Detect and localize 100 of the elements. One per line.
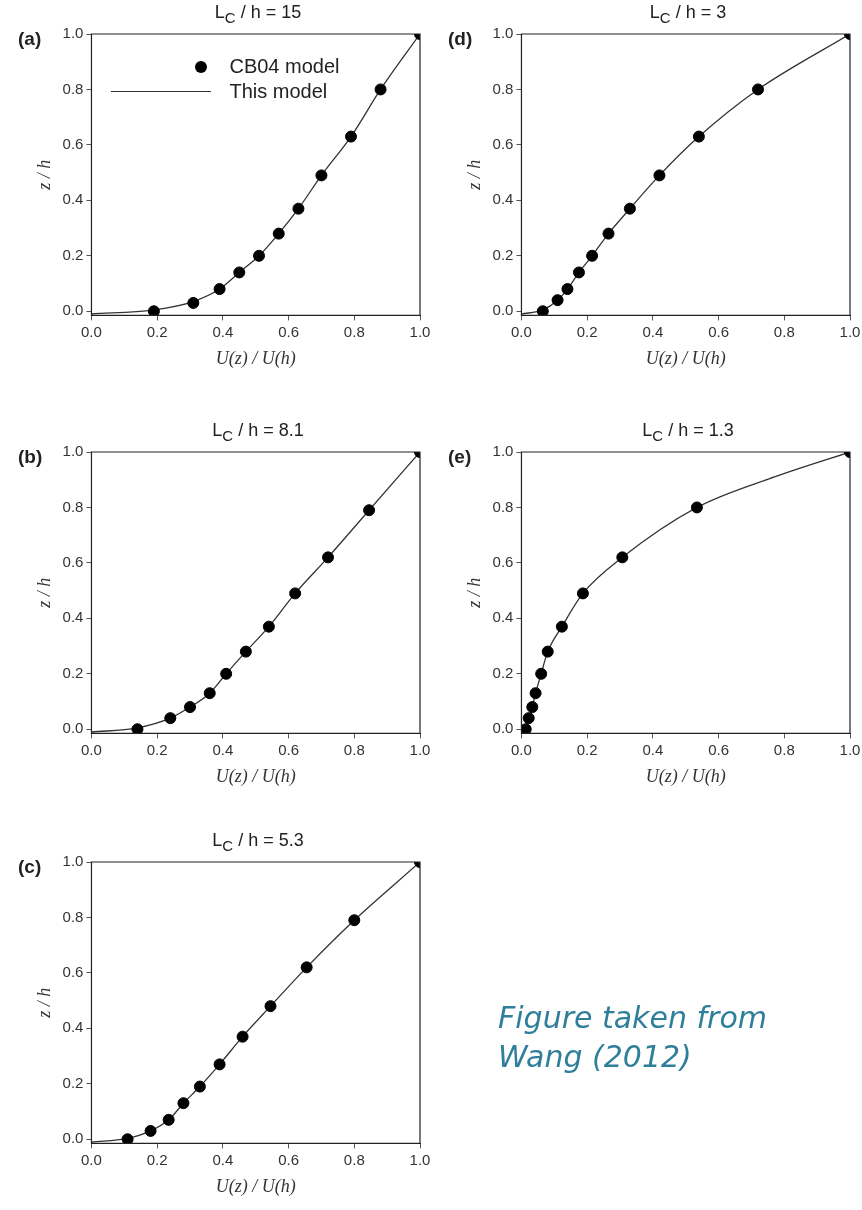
y-tick-label: 0.4: [62, 608, 84, 626]
point: [529, 687, 542, 700]
y-tick-label: 0.0: [492, 719, 514, 737]
point: [300, 961, 313, 974]
point: [236, 1030, 249, 1043]
x-tick-label: 0.0: [511, 740, 532, 758]
line-series: [521, 34, 850, 315]
text: Figure taken from Wang (2012): [498, 999, 768, 1076]
x-tick-label: 1.0: [409, 322, 431, 340]
chart-title: L$_{C}$ / h = 5.3: [211, 830, 305, 854]
y-tick-label: 0.6: [62, 963, 84, 981]
point: [239, 645, 252, 658]
y-tick-label: 0.6: [62, 553, 84, 571]
y-tick-label: 0.0: [492, 301, 514, 319]
point: [522, 712, 535, 725]
y-tick-label: 1.0: [62, 852, 84, 870]
point: [184, 701, 197, 714]
point: [623, 202, 636, 215]
y-tick-label: 0.8: [492, 79, 514, 97]
y-axis-title: z / h: [33, 987, 54, 1019]
y-tick-label: 0.8: [62, 79, 84, 97]
legend-label: CB04 model: [229, 55, 340, 78]
x-axis-title: U(z) / U(h): [215, 347, 296, 369]
chart-title: L$_{C}$ / h = 8.1: [211, 420, 305, 444]
line-series: [91, 862, 420, 1143]
y-tick-label: 0.6: [62, 135, 84, 153]
y-tick-label: 0.8: [62, 497, 84, 515]
point: [272, 227, 285, 240]
x-tick-label: 1.0: [409, 740, 431, 758]
point: [551, 294, 564, 307]
point: [177, 1097, 190, 1110]
point: [164, 712, 177, 725]
point: [348, 914, 361, 927]
point: [653, 169, 666, 182]
point: [374, 83, 387, 96]
x-tick-label: 0.8: [343, 1150, 365, 1168]
y-tick-label: 0.6: [492, 135, 514, 153]
x-axis-title: U(z) / U(h): [645, 765, 726, 787]
x-tick-label: 0.4: [212, 322, 234, 340]
x-tick-label: 0.0: [81, 322, 102, 340]
point: [262, 620, 275, 633]
point: [144, 1124, 157, 1137]
y-tick-label: 0.6: [492, 553, 514, 571]
line-series: [91, 34, 420, 315]
line-series: [91, 452, 420, 733]
y-tick-label: 0.2: [492, 663, 514, 681]
y-tick-label: 0.8: [62, 907, 84, 925]
point: [292, 202, 305, 215]
y-tick-label: 0.8: [492, 497, 514, 515]
y-tick-label: 0.2: [492, 245, 514, 263]
y-tick-label: 0.4: [62, 190, 84, 208]
x-tick-label: 0.0: [81, 740, 102, 758]
point: [289, 587, 302, 600]
x-axis-title: U(z) / U(h): [215, 765, 296, 787]
point: [233, 266, 246, 279]
point: [213, 283, 226, 296]
x-tick-label: 0.4: [642, 740, 664, 758]
point: [363, 504, 376, 517]
chart-title: L$_{C}$ / h = 3: [648, 2, 728, 26]
y-tick-label: 0.0: [62, 719, 84, 737]
x-tick-label: 0.4: [642, 322, 664, 340]
point: [535, 667, 548, 680]
y-axis-title: z / h: [463, 159, 484, 191]
point: [203, 687, 216, 700]
x-tick-label: 0.2: [146, 1150, 168, 1168]
y-axis-title: z / h: [33, 159, 54, 191]
point: [315, 169, 328, 182]
point: [187, 296, 200, 309]
text: (b): [18, 446, 43, 468]
x-tick-label: 0.8: [773, 322, 795, 340]
point: [121, 1133, 134, 1144]
x-tick-label: 0.2: [146, 740, 168, 758]
point: [692, 130, 705, 143]
point: [576, 587, 589, 600]
point: [561, 283, 574, 296]
x-axis-title: U(z) / U(h): [645, 347, 726, 369]
y-tick-label: 0.2: [62, 1073, 84, 1091]
x-tick-label: 0.2: [146, 322, 168, 340]
point: [345, 130, 358, 143]
x-tick-label: 0.4: [212, 740, 234, 758]
text: (e): [448, 446, 472, 468]
x-axis-title: U(z) / U(h): [215, 1175, 296, 1197]
x-tick-label: 0.2: [576, 740, 598, 758]
y-tick-label: 0.4: [492, 190, 514, 208]
y-tick-label: 0.0: [62, 1129, 84, 1147]
chart-title: L$_{C}$ / h = 1.3: [641, 420, 735, 444]
y-tick-label: 0.0: [62, 301, 84, 319]
x-tick-label: 0.4: [212, 1150, 234, 1168]
y-axis-title: z / h: [33, 577, 54, 609]
x-tick-label: 0.6: [708, 322, 730, 340]
y-tick-label: 1.0: [492, 24, 514, 42]
y-tick-label: 0.2: [62, 663, 84, 681]
point: [526, 701, 539, 714]
y-tick-label: 0.2: [62, 245, 84, 263]
y-tick-label: 0.4: [62, 1018, 84, 1036]
x-tick-label: 1.0: [409, 1150, 431, 1168]
x-tick-label: 0.2: [576, 322, 598, 340]
y-axis-title: z / h: [463, 577, 484, 609]
point: [602, 227, 615, 240]
point: [572, 266, 585, 279]
